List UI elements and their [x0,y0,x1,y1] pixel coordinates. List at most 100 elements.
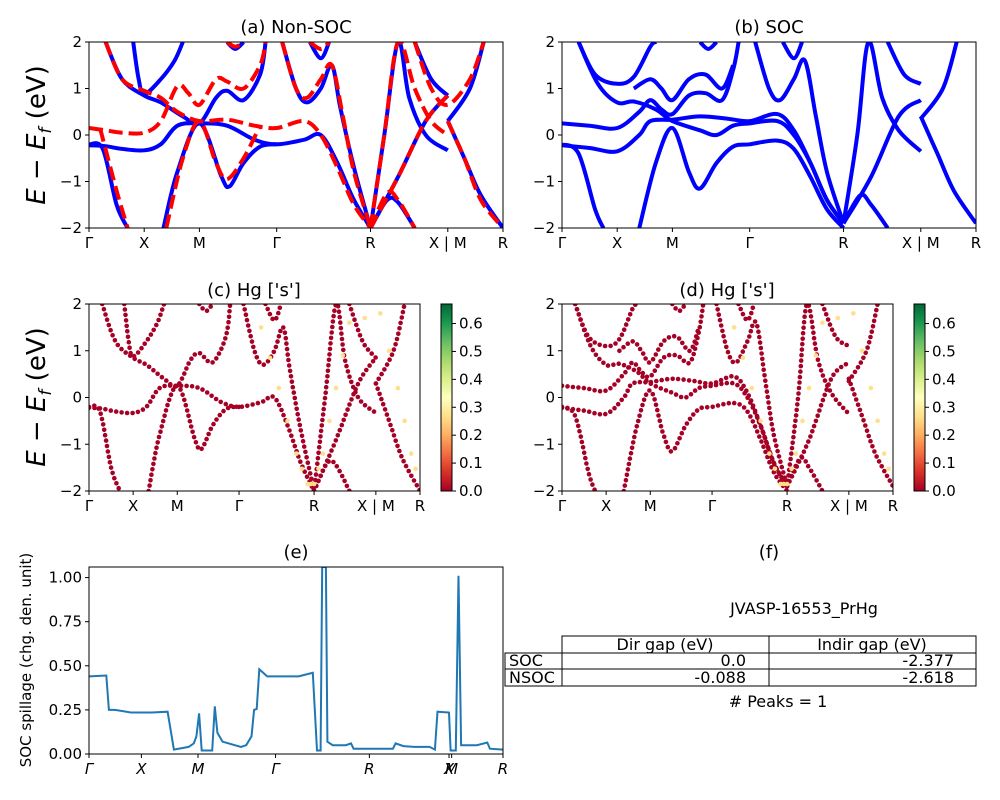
projection-point [814,478,819,483]
band-line [280,42,373,228]
projection-point [818,403,824,408]
projection-point [322,401,327,406]
projection-point [297,422,303,428]
projection-point [236,404,242,410]
projection-point [766,446,771,451]
projection-point [365,347,371,352]
projection-point [192,352,198,357]
projection-point [794,407,799,413]
projection-point [686,361,691,366]
projection-point [417,487,420,491]
projection-point [159,374,165,380]
projection-point [881,451,887,456]
projection-point [798,363,804,369]
projection-point [570,384,576,390]
projection-point [602,343,608,349]
projection-point [687,348,692,354]
projection-point [384,362,390,367]
projection-point [142,361,147,367]
band-line [164,119,262,228]
projection-point [658,386,664,391]
projection-point [119,346,124,352]
projection-point [750,305,756,311]
projection-point [843,362,849,367]
projection-point [373,355,378,360]
projection-point [810,429,815,434]
projection-point [184,408,190,413]
projection-point [367,406,372,411]
projection-point [103,312,108,317]
projection-point [876,459,882,464]
projection-point [715,307,720,312]
projection-point [146,488,151,491]
projection-point [692,339,697,345]
projection-point [872,449,877,454]
projection-point [127,345,132,351]
projection-point [653,402,659,408]
projection-point [747,334,752,339]
projection-point [326,357,332,363]
projection-point [214,417,219,422]
projection-point [327,352,332,357]
projection-point [316,466,321,472]
projection-point [661,434,667,440]
projection-point [162,383,167,389]
projection-point [626,365,632,370]
projection-point [772,466,778,472]
y-tick-label: 2 [545,33,555,51]
projection-point [593,352,599,358]
projection-point [364,367,369,373]
projection-point [186,413,191,419]
projection-point [343,412,348,418]
projection-point [653,384,659,389]
y-tick-label: −2 [533,219,555,237]
projection-point [347,320,352,326]
projection-point [180,392,185,398]
projection-point [734,375,739,380]
projection-point [131,353,137,359]
projection-point [576,312,582,317]
x-tick-label: X [612,234,622,252]
projection-point [644,378,649,383]
projection-point [355,327,361,333]
band-line [562,42,741,131]
projection-point [748,328,754,334]
colorbar-tick-label: 0.1 [459,454,483,472]
projection-point [791,429,797,435]
projection-point [242,307,247,312]
projection-point [648,381,654,387]
projection-point [166,397,172,403]
projection-point [634,342,640,347]
projection-point [737,402,742,407]
projection-point [347,402,352,407]
projection-point [874,454,879,459]
projection-point [666,352,672,358]
colorbar-tick-label: 0.3 [932,398,956,416]
projection-point [115,342,121,348]
x-tick-label: R [782,497,792,515]
projection-point [790,440,795,446]
projection-point [803,444,809,449]
projection-point [672,445,678,451]
projection-point [289,433,294,439]
table-cell-nsoc-dir: -0.088 [694,668,746,687]
projection-point [562,383,565,389]
projection-point [643,392,649,398]
projection-point [806,439,811,444]
projection-point [608,385,613,391]
projection-point [341,417,347,423]
projection-point [710,404,715,410]
projection-point [823,312,829,317]
projection-point [684,421,690,426]
projection-point [214,356,219,361]
projection-point [355,394,361,400]
projection-point [764,441,770,446]
projection-point [691,412,696,417]
panel-c-colorbar-ticks: 0.0 0.1 0.2 0.3 0.4 0.5 0.6 [452,315,483,500]
panel-d-colorbar-ticks: 0.0 0.1 0.2 0.3 0.4 0.5 0.6 [925,315,956,500]
projection-point [190,429,195,435]
projection-point [104,443,110,449]
projection-point [226,319,231,325]
panel-c-title: (c) Hg ['s'] [207,280,301,301]
